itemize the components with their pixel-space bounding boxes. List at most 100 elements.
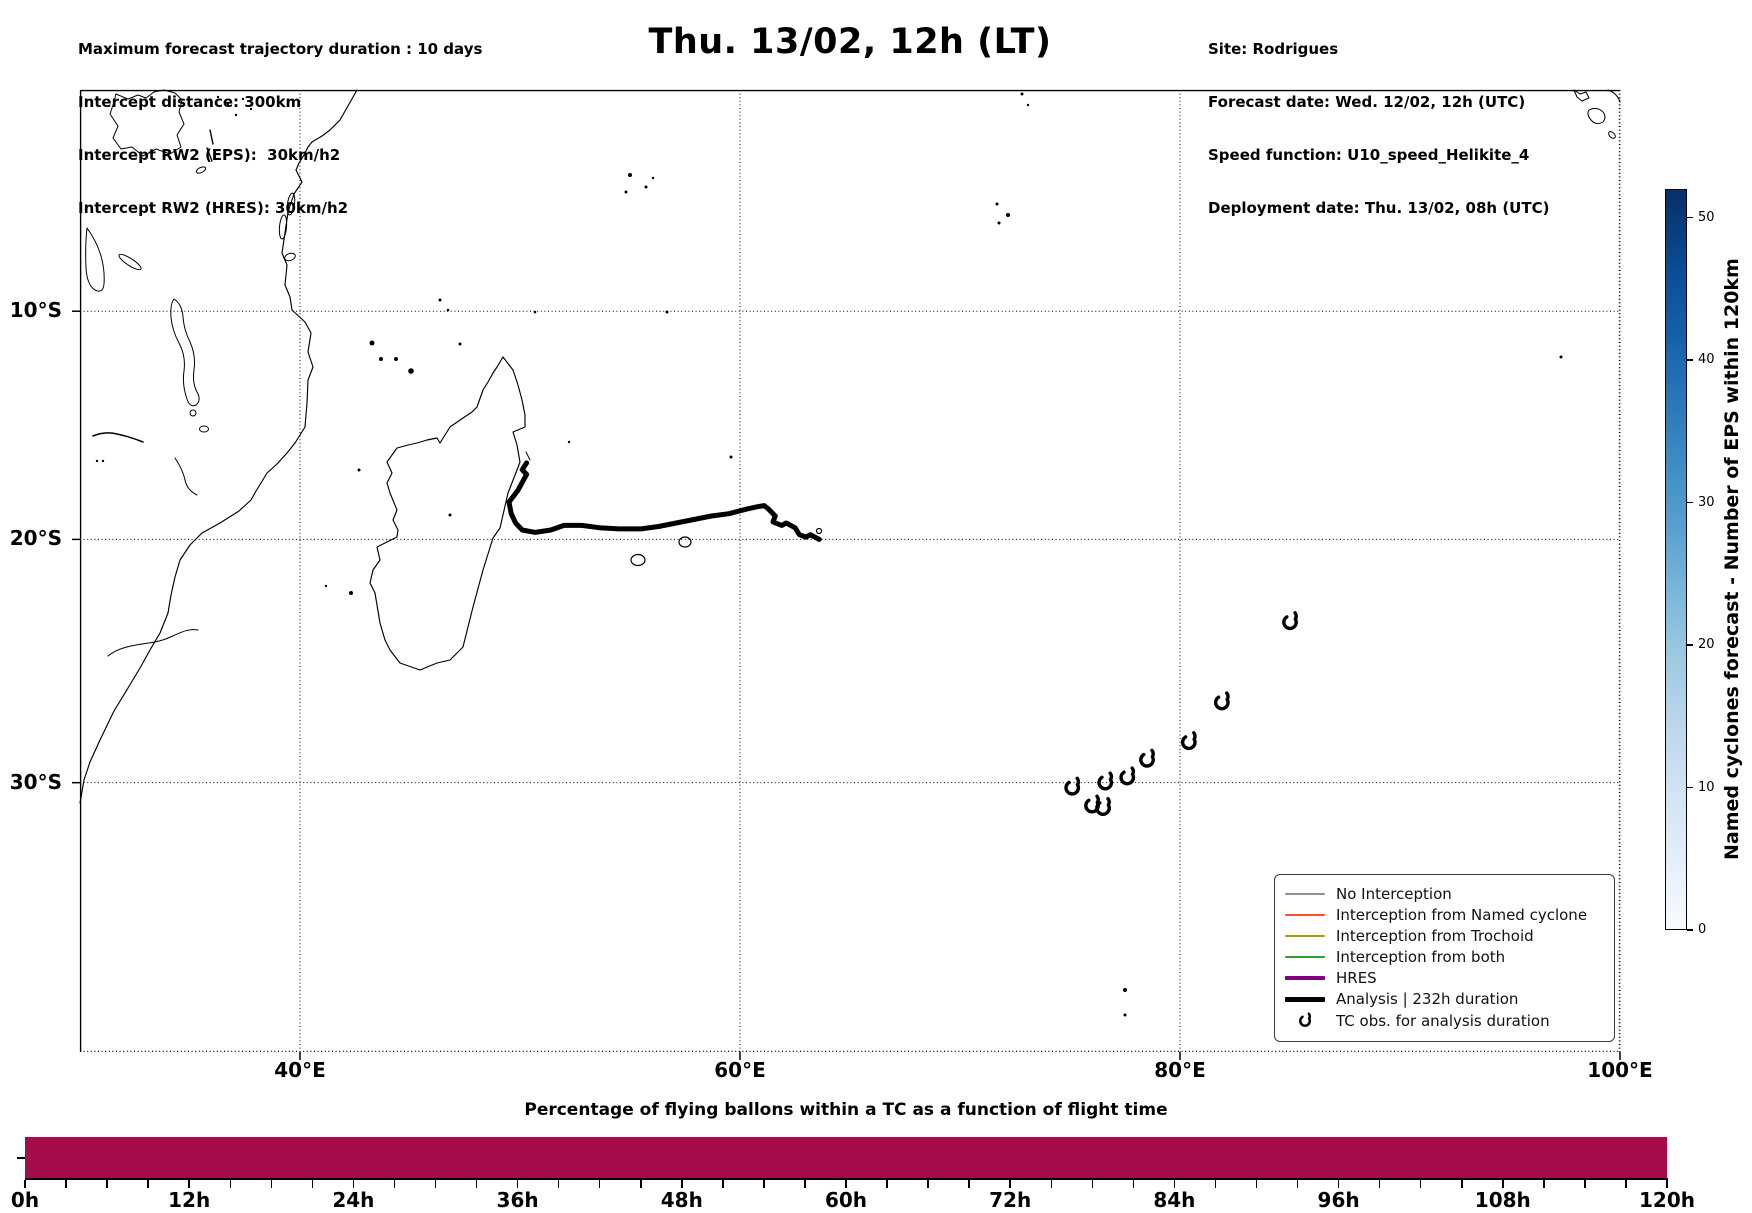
bar-minor-tick [229, 1180, 231, 1188]
bar-x-tick-label: 72h [989, 1188, 1032, 1212]
map-x-tick-label: 40°E [274, 1058, 326, 1082]
bar-chart-y-tick [17, 1157, 25, 1159]
amsterdam-island-dot [1123, 988, 1127, 992]
bar-minor-tick [1625, 1180, 1627, 1188]
lake-tanganyika [85, 227, 105, 292]
lake-eyasi [195, 166, 207, 174]
colorbar-tick-label: 50 [1698, 209, 1715, 225]
map-frame [79, 89, 1621, 1053]
colorbar-tick-label: 0 [1698, 922, 1707, 937]
legend-item-label: Interception from Named cyclone [1336, 906, 1588, 924]
sainte-marie-island [525, 451, 531, 461]
legend-line-sample [1285, 956, 1325, 958]
bar-minor-tick [1214, 1180, 1217, 1188]
lake-chilwa [199, 425, 209, 433]
chagos-island-dot [995, 202, 999, 206]
colorbar [1665, 189, 1687, 930]
legend-item: HRES [1285, 969, 1604, 987]
bar-minor-tick [1050, 1180, 1052, 1188]
colorbar-tick [1687, 929, 1693, 931]
bar-major-tick [188, 1180, 190, 1188]
bar-minor-tick [434, 1180, 437, 1188]
bar-major-tick [1666, 1180, 1668, 1188]
bar-x-tick-label: 96h [1317, 1188, 1360, 1212]
legend-line-sample [1285, 975, 1325, 981]
tc-symbol [1097, 771, 1114, 791]
bar-minor-tick [1255, 1180, 1258, 1188]
bar-minor-tick [1296, 1180, 1299, 1188]
colorbar-tick-label: 30 [1698, 494, 1715, 510]
run-parameters-block: Maximum forecast trajectory duration : 1… [78, 6, 482, 252]
st-paul-island-dot [1123, 1013, 1127, 1017]
tc-symbols-layer [1064, 611, 1298, 816]
legend-item: Interception from Named cyclone [1285, 906, 1604, 924]
nias-island [1573, 89, 1590, 102]
max-duration-line: Maximum forecast trajectory duration : 1… [78, 40, 483, 59]
bar-minor-tick [393, 1180, 396, 1188]
bar-major-tick [24, 1180, 26, 1188]
bar-minor-tick [722, 1180, 724, 1188]
comoros-island-dot [379, 357, 383, 361]
legend-line-sample [1285, 893, 1325, 895]
limpopo-river [107, 629, 199, 657]
map-panel [72, 89, 1621, 1060]
bar-minor-tick [1091, 1180, 1094, 1188]
tromelin-island-dot [567, 440, 571, 444]
aldabra-island-dot [446, 308, 450, 312]
legend-line-sample [1285, 956, 1325, 958]
tc-symbol-icon [1299, 1012, 1312, 1027]
map-y-tick-label: 20°S [9, 526, 62, 551]
tc-symbol-icon [1285, 1011, 1325, 1031]
tc-symbol [1119, 766, 1136, 786]
forecast-date-line: Forecast date: Wed. 12/02, 12h (UTC) [1208, 92, 1526, 111]
legend-item-label: Analysis | 232h duration [1336, 990, 1519, 1008]
mozambique-coast-dot [101, 459, 105, 463]
legend-line-sample [1285, 935, 1325, 937]
pemba-island [286, 192, 296, 216]
bar-major-tick [845, 1180, 847, 1188]
bar-x-tick-label: 48h [660, 1188, 703, 1212]
lake-malawi [170, 298, 200, 407]
reunion-island [630, 553, 646, 567]
tc-symbol [1139, 748, 1155, 768]
lake-cahora-bassa [92, 432, 144, 443]
sipura-island [1608, 131, 1616, 139]
inland-lake-dot [448, 513, 452, 517]
site-line: Site: Rodrigues [1208, 40, 1339, 59]
colorbar-label: Named cyclones forecast - Number of EPS … [1721, 258, 1743, 861]
lake-malombe [189, 409, 197, 417]
coastlines-layer [79, 89, 1621, 804]
colorbar-tick-label: 40 [1698, 352, 1715, 367]
bar-x-tick-label: 0h [10, 1188, 40, 1212]
mayotte-island-dot [408, 368, 414, 374]
colorbar-tick [1687, 359, 1693, 361]
map-axis-ticks [72, 310, 1621, 1060]
colorbar-tick [1687, 644, 1693, 646]
bar-major-tick [681, 1180, 683, 1188]
bar-chart-title: Percentage of flying ballons within a TC… [524, 1100, 1168, 1120]
bar-minor-tick [886, 1180, 888, 1188]
rodrigues-island [815, 527, 823, 535]
chagos-island-dot [1006, 213, 1010, 217]
bar-x-tick-label: 24h [332, 1188, 375, 1212]
lake-victoria [109, 89, 185, 157]
bar-major-tick [1009, 1180, 1011, 1188]
bar-x-tick-label: 120h [1639, 1188, 1695, 1212]
legend-item-label: Interception from both [1336, 948, 1506, 966]
siberut-island [1587, 107, 1606, 125]
legend-item-label: TC obs. for analysis duration [1336, 1012, 1550, 1030]
bassas-da-india-dot [324, 584, 328, 588]
rift-speckle-dot [216, 95, 220, 99]
maldives-island-dot [1026, 103, 1030, 107]
africa-coastline [79, 89, 358, 804]
agalega-island-dot [665, 310, 669, 314]
bar-x-tick-label: 36h [496, 1188, 539, 1212]
legend-line-sample [1285, 975, 1325, 981]
europa-island-dot [349, 591, 353, 595]
map-x-tick-label: 60°E [714, 1058, 766, 1082]
seychelles-island-dot [628, 173, 632, 177]
bar-major-tick [516, 1180, 519, 1188]
legend-item: Analysis | 232h duration [1285, 990, 1604, 1008]
bar-minor-tick [1419, 1180, 1422, 1188]
